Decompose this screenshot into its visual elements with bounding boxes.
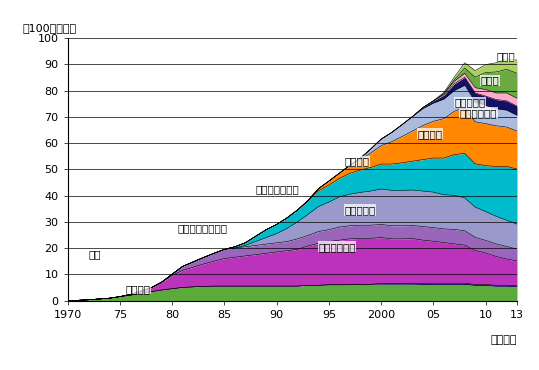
Text: アラブ首長国連邦: アラブ首長国連邦 [177, 223, 227, 233]
Text: （100万トン）: （100万トン） [23, 23, 77, 33]
Text: マレーシア: マレーシア [344, 205, 376, 215]
Text: オーストラリア: オーストラリア [255, 184, 300, 194]
Text: カタール: カタール [344, 157, 370, 166]
Text: ブルネイ: ブルネイ [125, 284, 150, 294]
Text: 米国: 米国 [88, 250, 101, 260]
Text: ナイジェリア: ナイジェリア [460, 108, 497, 118]
Text: インドネシア: インドネシア [319, 242, 356, 252]
Text: 赤道ギニア: 赤道ギニア [454, 97, 486, 107]
Text: ロシア: ロシア [480, 75, 499, 85]
Text: その他: その他 [496, 51, 515, 61]
Text: （年度）: （年度） [490, 335, 517, 345]
Text: オマーン: オマーン [418, 129, 443, 139]
